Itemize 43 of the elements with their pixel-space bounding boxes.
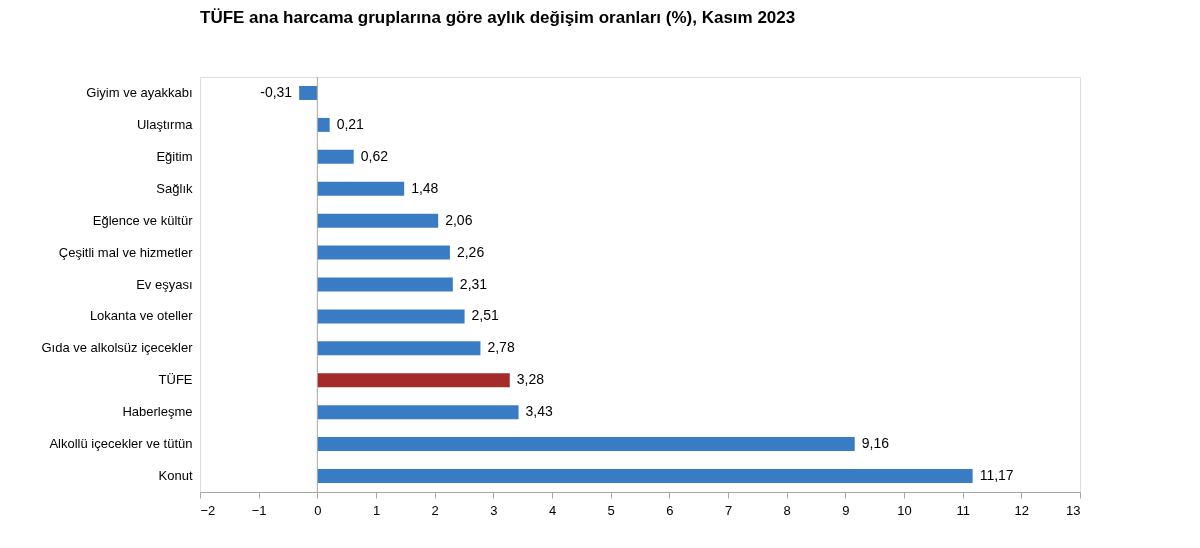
x-tick-label: 12 [1014,502,1030,518]
y-tick-label: Gıda ve alkolsüz içecekler [41,340,194,356]
y-tick-label: Lokanta ve oteller [89,308,194,324]
y-tick-label: Alkollü içecekler ve tütün [49,436,193,452]
x-tick-label: 11 [956,502,970,518]
y-tick-label: Sağlık [156,180,193,196]
x-tick-label: 4 [548,502,557,518]
y-tick-label: Giyim ve ayakkabı [86,84,193,100]
data-label: 2,06 [445,211,473,228]
x-tick-label: 7 [724,502,733,518]
y-tick-label: Çeşitli mal ve hizmetler [58,244,194,260]
x-tick-label: −2 [200,502,216,518]
data-label: 0,62 [360,147,389,164]
y-tick-label: Eğitim [156,148,193,164]
data-label: 2,31 [459,275,488,292]
data-label: 2,78 [487,339,515,356]
y-tick-label: Ev eşyası [136,276,193,292]
x-tick-label: 2 [431,502,439,518]
data-label: 9,16 [861,435,890,452]
data-label: 3,43 [525,403,554,420]
data-label: -0,31 [260,83,293,100]
data-label: 0,21 [336,115,365,132]
chart-title: TÜFE ana harcama gruplarına göre aylık değişim oranları (%), Kasım 2023 [200,7,796,27]
x-tick-label: 6 [666,502,674,518]
x-tick-label: 13 [1066,502,1081,518]
data-label: 2,26 [456,243,485,260]
x-tick-label: 1 [372,502,381,518]
x-tick-label: 0 [314,502,322,518]
y-tick-label: Ulaştırma [136,116,194,132]
x-tick-label: 8 [783,502,791,518]
data-label: 1,48 [411,179,439,196]
y-tick-label: Haberleşme [122,404,193,420]
data-label: 2,51 [471,307,500,324]
x-tick-label: 10 [897,502,912,518]
data-label: 11,17 [979,467,1014,484]
x-tick-label: 5 [607,502,615,518]
y-tick-label: Konut [158,468,193,484]
y-tick-label: TÜFE [158,372,193,388]
y-tick-label: Eğlence ve kültür [92,212,194,228]
data-label: 3,28 [516,371,545,388]
x-tick-label: 3 [490,502,498,518]
x-tick-label: −1 [251,502,267,518]
x-tick-label: 9 [842,502,850,518]
